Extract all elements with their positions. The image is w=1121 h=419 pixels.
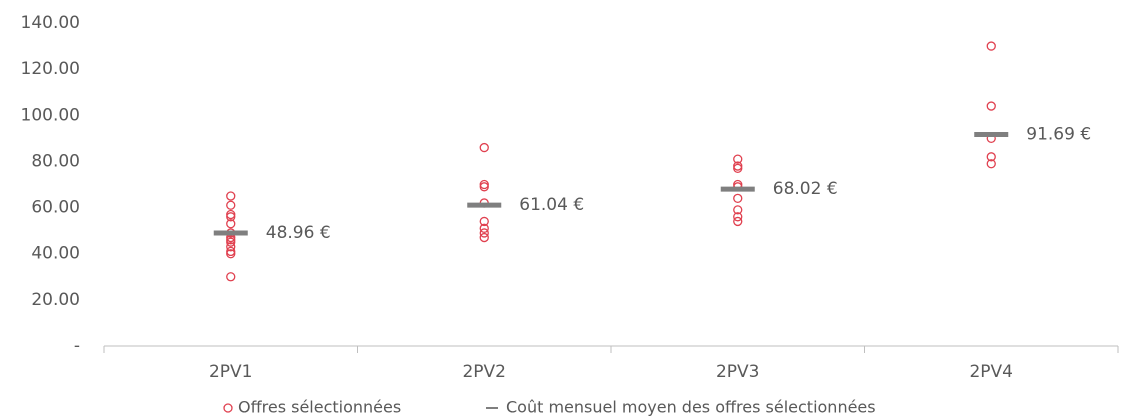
- y-tick-label: 40.00: [31, 244, 80, 264]
- offer-point: [226, 200, 236, 210]
- offer-point: [733, 212, 743, 222]
- offer-point: [479, 232, 489, 243]
- mean-label: 91.69 €: [1026, 124, 1091, 144]
- y-tick-label: 60.00: [31, 198, 80, 218]
- legend-label: Coût mensuel moyen des offres sélectionn…: [506, 398, 876, 417]
- offer-point: [986, 101, 996, 111]
- mean-label: 61.04 €: [519, 195, 584, 215]
- offer-point: [986, 41, 996, 51]
- mean-label: 48.96 €: [266, 223, 331, 243]
- x-tick-label: 2PV1: [209, 362, 253, 382]
- offer-point: [733, 163, 743, 174]
- offer-point: [226, 242, 236, 252]
- offer-point: [226, 272, 236, 282]
- offer-point: [226, 212, 236, 222]
- offer-point: [479, 182, 489, 192]
- y-tick-label: 120.00: [21, 59, 80, 79]
- offer-point: [479, 216, 489, 227]
- x-tick-label: 2PV4: [969, 362, 1013, 382]
- offer-point: [733, 205, 743, 215]
- legend-marker: [223, 403, 233, 413]
- offer-point: [226, 191, 236, 201]
- offer-point: [733, 193, 743, 203]
- mean-label: 68.02 €: [773, 179, 838, 199]
- offer-point: [226, 219, 236, 229]
- offer-point: [733, 216, 743, 227]
- offer-point: [986, 159, 996, 169]
- offer-point: [479, 142, 489, 153]
- y-tick-label: 140.00: [21, 13, 80, 33]
- y-tick-label: 80.00: [31, 151, 80, 171]
- offer-point: [733, 154, 743, 164]
- y-tick-label: 100.00: [21, 105, 80, 125]
- x-tick-label: 2PV2: [462, 362, 506, 382]
- offer-point: [226, 237, 236, 247]
- y-tick-label: 20.00: [31, 290, 80, 310]
- offer-point: [226, 249, 236, 259]
- offer-point: [479, 223, 489, 233]
- x-tick-label: 2PV3: [716, 362, 760, 382]
- legend-label: Offres sélectionnées: [238, 398, 401, 417]
- y-tick-label: -: [74, 336, 80, 356]
- offer-point: [479, 228, 489, 238]
- offer-point: [986, 152, 996, 162]
- legend: Offres sélectionnées Coût mensuel moyen d…: [223, 398, 876, 417]
